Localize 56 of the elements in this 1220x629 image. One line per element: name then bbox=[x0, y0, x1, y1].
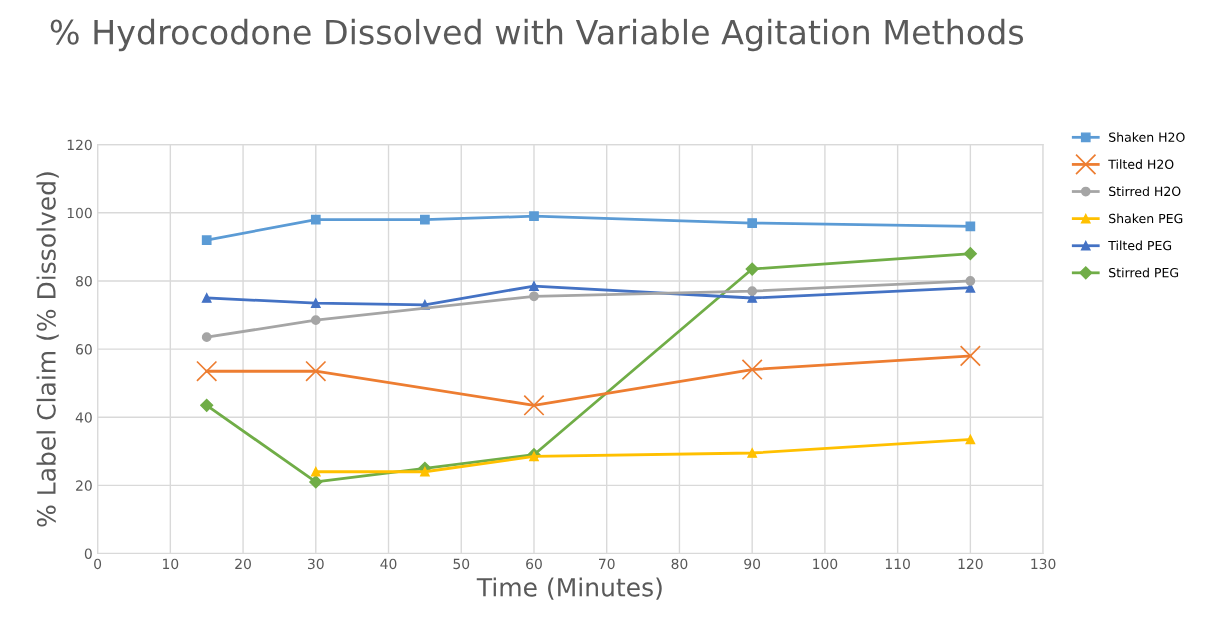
point bbox=[747, 286, 758, 297]
point bbox=[523, 394, 545, 416]
point bbox=[959, 345, 981, 367]
point bbox=[305, 360, 327, 382]
point bbox=[529, 281, 539, 291]
legend-label: Stirred PEG bbox=[1109, 267, 1179, 278]
y-axis-title: % Label Claim (% Dissolved) bbox=[36, 172, 59, 527]
legend-label: Shaken PEG bbox=[1109, 213, 1183, 224]
x-tick-label: 110 bbox=[885, 558, 910, 570]
legend-label: Shaken H2O bbox=[1109, 132, 1185, 142]
point bbox=[747, 218, 758, 228]
y-tick-label: 20 bbox=[76, 480, 92, 491]
point bbox=[310, 466, 321, 477]
point bbox=[420, 214, 430, 225]
point bbox=[201, 293, 212, 303]
point bbox=[529, 211, 539, 222]
point bbox=[201, 235, 212, 245]
x-tick-label: 70 bbox=[599, 558, 615, 570]
point bbox=[747, 448, 758, 458]
y-tick-label: 0 bbox=[84, 548, 92, 559]
legend-label: Tilted H2O bbox=[1108, 159, 1174, 169]
x-tick-label: 30 bbox=[308, 558, 324, 570]
point bbox=[420, 466, 430, 477]
point bbox=[310, 214, 321, 225]
x-tick-label: 10 bbox=[163, 558, 179, 570]
point bbox=[965, 434, 976, 445]
point bbox=[529, 291, 539, 302]
point bbox=[201, 332, 212, 343]
x-tick-label: 90 bbox=[744, 558, 761, 570]
point bbox=[963, 247, 977, 261]
legend-label: Stirred H2O bbox=[1109, 186, 1181, 197]
x-tick-label: 50 bbox=[453, 558, 470, 570]
y-tick-label: 60 bbox=[76, 344, 92, 355]
point bbox=[309, 475, 323, 489]
point bbox=[741, 358, 763, 381]
point bbox=[310, 315, 321, 325]
x-tick-label: 100 bbox=[813, 558, 838, 570]
chart-title: % Hydrocodone Dissolved with Variable Agitation Methods bbox=[50, 18, 1024, 52]
point bbox=[196, 360, 218, 382]
legend-label: Tilted PEG bbox=[1108, 240, 1172, 251]
point bbox=[200, 398, 214, 412]
x-tick-label: 20 bbox=[235, 558, 251, 570]
y-tick-label: 80 bbox=[76, 275, 92, 287]
point bbox=[745, 262, 759, 276]
y-tick-label: 100 bbox=[67, 207, 92, 219]
x-tick-label: 40 bbox=[380, 558, 397, 570]
x-tick-label: 120 bbox=[958, 558, 983, 570]
point bbox=[310, 298, 321, 308]
x-tick-label: 60 bbox=[526, 558, 542, 570]
x-tick-label: 130 bbox=[1031, 558, 1056, 570]
x-tick-label: 0 bbox=[94, 558, 102, 570]
y-tick-label: 120 bbox=[67, 139, 92, 151]
x-tick-label: 80 bbox=[671, 558, 688, 570]
y-tick-label: 40 bbox=[75, 412, 92, 423]
point bbox=[965, 276, 976, 286]
x-axis-title: Time (Minutes) bbox=[476, 577, 662, 600]
